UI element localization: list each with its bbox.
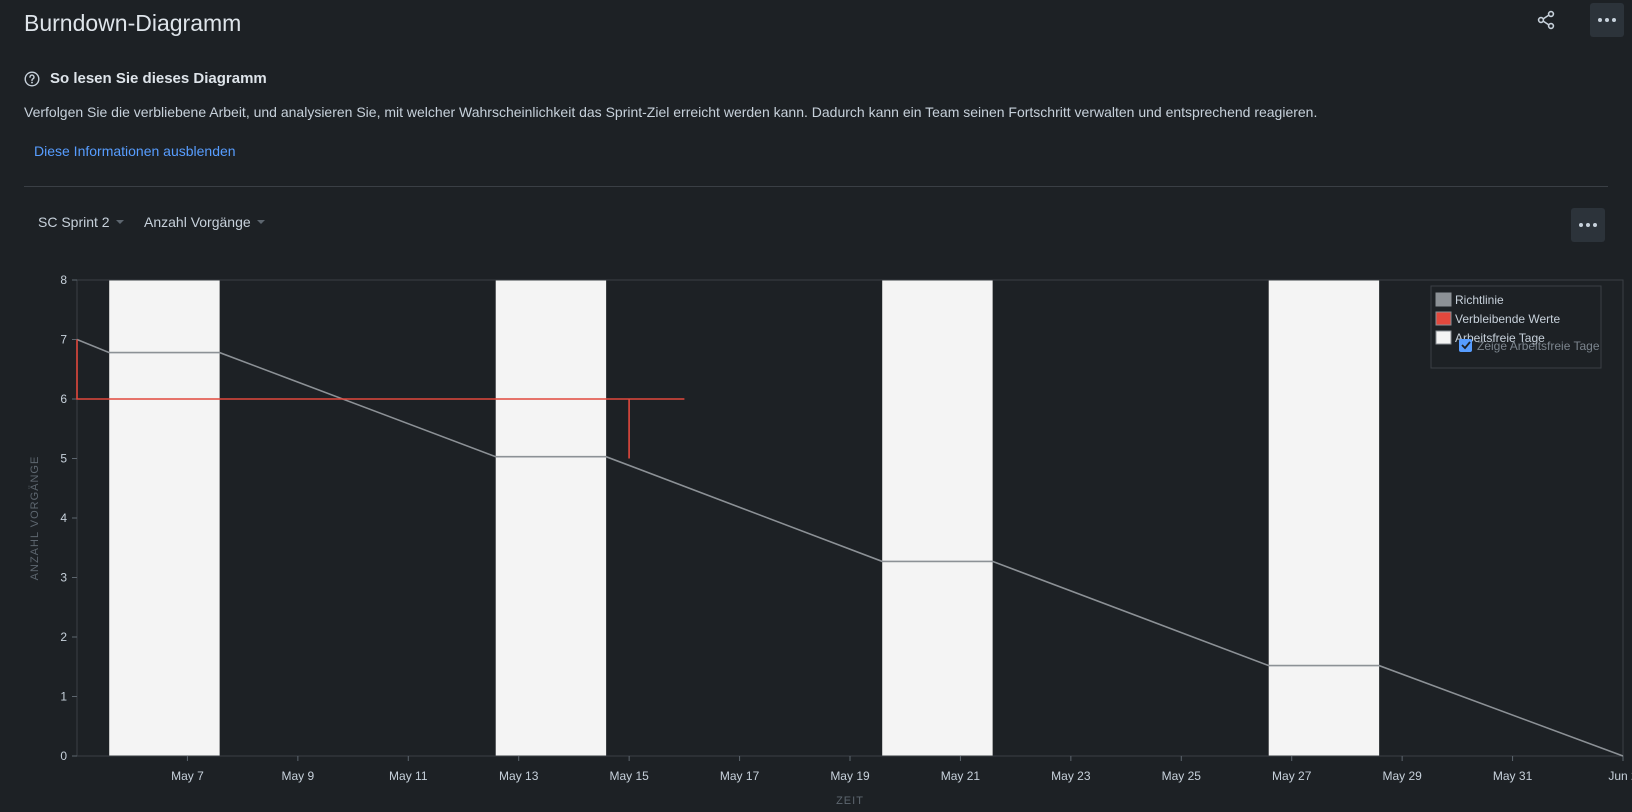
share-icon — [1537, 10, 1555, 30]
y-tick-label-1: 1 — [60, 690, 67, 704]
x-tick-label-12: May 31 — [1493, 769, 1533, 783]
y-tick-label-2: 2 — [60, 630, 67, 644]
help-description: Verfolgen Sie die verbliebene Arbeit, un… — [24, 104, 1318, 120]
x-tick-label-8: May 23 — [1051, 769, 1091, 783]
page-title: Burndown-Diagramm — [24, 10, 242, 36]
y-tick-label-0: 0 — [60, 749, 67, 763]
x-tick-label-10: May 27 — [1272, 769, 1312, 783]
legend-swatch-1 — [1435, 311, 1452, 326]
more-icon — [1579, 223, 1597, 227]
measure-select-value: Anzahl Vorgänge — [144, 214, 251, 230]
legend-label-2: Arbeitsfreie Tage — [1455, 331, 1545, 345]
x-tick-label-5: May 17 — [720, 769, 760, 783]
chevron-down-icon — [256, 220, 265, 224]
y-tick-label-3: 3 — [60, 571, 67, 585]
sprint-select[interactable]: SC Sprint 2 — [38, 214, 124, 230]
legend-checkbox-label: Zeige Arbeitsfreie Tage — [1477, 339, 1600, 353]
x-tick-label-9: May 25 — [1162, 769, 1202, 783]
x-tick-label-11: May 29 — [1382, 769, 1422, 783]
divider — [24, 186, 1608, 187]
non-working-days-band-4 — [1268, 280, 1380, 756]
measure-select[interactable]: Anzahl Vorgänge — [144, 214, 265, 230]
legend-label-0: Richtlinie — [1455, 293, 1504, 307]
x-tick-label-13: Jun 2 — [1608, 769, 1632, 783]
help-heading: So lesen Sie dieses Diagramm — [50, 70, 267, 87]
chevron-down-icon — [115, 220, 124, 224]
burndown-chart: 0 1 2 3 4 5 6 7 8 May 7 May 9 May 11 May 13 May 15 May… — [29, 273, 1632, 807]
chart-more-button[interactable] — [1571, 208, 1605, 242]
sprint-select-value: SC Sprint 2 — [38, 214, 110, 230]
x-tick-label-0: May 7 — [171, 769, 204, 783]
y-tick-label-8: 8 — [60, 273, 67, 287]
check-icon — [1461, 341, 1471, 350]
non-working-days-band-3 — [882, 280, 993, 756]
x-tick-label-3: May 13 — [499, 769, 539, 783]
y-tick-label-4: 4 — [60, 511, 67, 525]
y-tick-label-5: 5 — [60, 452, 67, 466]
legend-checkbox — [1459, 339, 1472, 352]
legend — [1430, 285, 1602, 369]
y-axis-title: ANZAHL VORGÄNGE — [29, 456, 41, 581]
question-circle-icon — [24, 70, 40, 87]
non-working-days-band-2 — [495, 280, 607, 756]
legend-swatch-2 — [1435, 330, 1452, 345]
series-line-richtlinie — [76, 338, 1624, 757]
more-icon — [1598, 18, 1616, 22]
x-tick-label-2: May 11 — [389, 769, 428, 783]
x-tick-label-7: May 21 — [941, 769, 981, 783]
legend-swatch-0 — [1435, 292, 1452, 307]
share-button[interactable] — [1529, 3, 1563, 37]
non-working-days-band-1 — [109, 280, 220, 756]
x-axis-title: ZEIT — [836, 795, 864, 807]
hide-information-link[interactable]: Diese Informationen ausblenden — [34, 143, 236, 159]
x-tick-label-4: May 15 — [609, 769, 649, 783]
y-tick-label-6: 6 — [60, 392, 67, 406]
series-line-verbleibende-werte — [76, 339, 685, 459]
x-tick-label-6: May 19 — [830, 769, 870, 783]
plot-frame — [76, 279, 1624, 757]
y-tick-label-7: 7 — [60, 333, 67, 347]
help-section-header: So lesen Sie dieses Diagramm — [24, 70, 267, 87]
legend-label-1: Verbleibende Werte — [1455, 312, 1561, 326]
more-actions-button[interactable] — [1590, 3, 1624, 37]
x-tick-label-1: May 9 — [282, 769, 315, 783]
